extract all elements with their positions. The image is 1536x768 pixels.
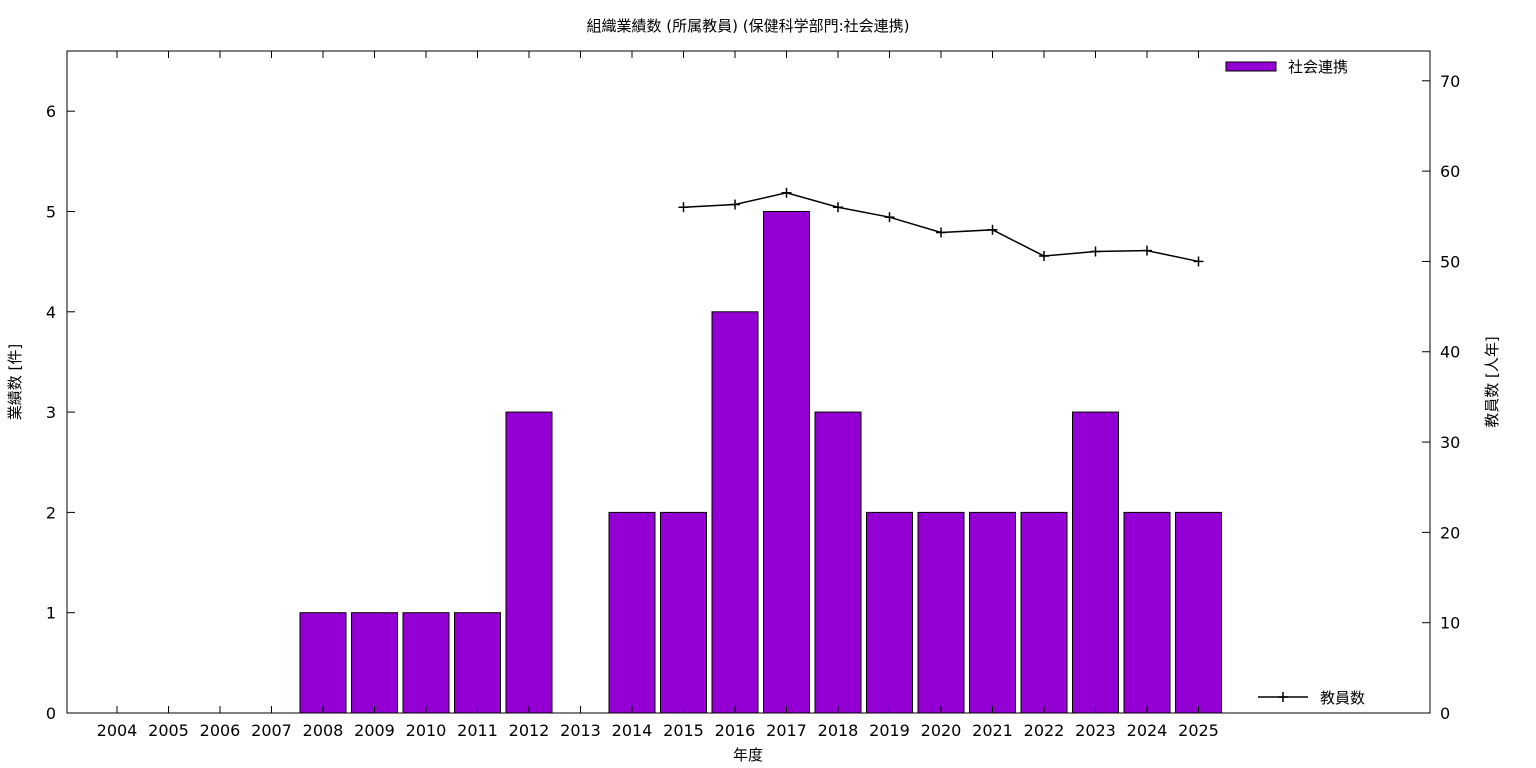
plot-frame [66,50,1431,714]
faculty-count-point-2020 [936,227,946,238]
x-tick-label-2011: 2011 [457,721,498,740]
chart-title: 組織業績数 (所属教員) (保健科学部門:社会連携) [586,17,909,35]
x-tick-label-2021: 2021 [972,721,1013,740]
x-tick-label-2018: 2018 [818,721,859,740]
y-tick-label-4: 4 [46,303,56,322]
faculty-count-point-2022 [1039,251,1049,262]
legend-bar-label: 社会連携 [1288,58,1348,76]
x-tick-label-2024: 2024 [1127,721,1168,740]
x-tick-label-2023: 2023 [1075,721,1116,740]
faculty-count-point-2024 [1142,245,1152,256]
bar-2015 [660,511,707,714]
faculty-count-point-2016 [730,199,740,210]
x-tick-label-2025: 2025 [1178,721,1219,740]
x-tick-label-2007: 2007 [251,721,292,740]
x-tick-label-2014: 2014 [612,721,653,740]
legend-line-label: 教員数 [1320,689,1365,707]
bar-2025 [1175,511,1222,714]
y-tick-label-1: 1 [46,604,56,623]
y2-tick-label-60: 60 [1440,162,1460,181]
legend-bar-swatch [1225,61,1277,72]
y-tick-label-2: 2 [46,503,56,522]
x-tick-label-2019: 2019 [869,721,910,740]
bar-2024 [1123,511,1171,714]
y2-axis-title: 教員数 [人年] [1483,336,1501,427]
bar-2021 [969,511,1016,714]
x-tick-label-2009: 2009 [354,721,395,740]
faculty-count-point-2019 [884,212,895,223]
y2-tick-label-30: 30 [1440,433,1460,452]
bar-2022 [1020,511,1068,714]
bar-2023 [1072,411,1119,714]
x-tick-label-2010: 2010 [406,721,447,740]
legend: 社会連携 教員数 [1225,58,1365,707]
bar-2010 [402,612,450,714]
faculty-count-point-2023 [1090,246,1101,257]
bar-2012 [505,411,553,714]
x-tick-label-2006: 2006 [200,721,241,740]
faculty-count-point-2017 [781,187,792,198]
bars-layer [299,210,1222,714]
y2-tick-label-40: 40 [1440,343,1460,362]
x-tick-label-2017: 2017 [766,721,807,740]
x-axis-title: 年度 [733,746,763,764]
y-tick-label-6: 6 [46,102,56,121]
line-layer [678,187,1204,267]
faculty-count-point-2018 [833,202,843,213]
faculty-count-line [683,192,1199,263]
bar-2018 [814,411,862,714]
y2-tick-label-20: 20 [1440,523,1460,542]
y-tick-label-5: 5 [46,202,56,221]
x-tick-label-2013: 2013 [560,721,601,740]
y2-tick-label-0: 0 [1440,704,1450,723]
x-tick-label-2020: 2020 [921,721,962,740]
x-tick-label-2012: 2012 [509,721,550,740]
y-axis-title: 業績数 [件] [6,344,24,420]
faculty-count-point-2021 [987,224,998,235]
y2-tick-label-70: 70 [1440,72,1460,91]
x-tick-label-2004: 2004 [97,721,138,740]
y-tick-label-3: 3 [46,403,56,422]
bar-2016 [711,311,759,714]
y2-tick-label-50: 50 [1440,252,1460,271]
faculty-count-point-2025 [1193,256,1204,267]
faculty-count-point-2015 [678,202,689,213]
bar-2009 [351,612,398,714]
x-tick-label-2022: 2022 [1024,721,1065,740]
ticks-layer: 2004 2005 2006 2007 2008 2009 2010 2011 2012 2013… [46,51,1460,740]
bar-2017 [763,210,810,714]
bar-2014 [608,511,656,714]
bar-2011 [454,612,501,714]
x-tick-label-2005: 2005 [148,721,189,740]
bar-2019 [866,511,913,714]
x-tick-label-2008: 2008 [303,721,344,740]
y-tick-label-0: 0 [46,704,56,723]
bar-2008 [299,612,347,714]
x-tick-label-2015: 2015 [663,721,704,740]
bar-2020 [917,511,965,714]
x-tick-label-2016: 2016 [715,721,756,740]
y2-tick-label-10: 10 [1440,614,1460,633]
